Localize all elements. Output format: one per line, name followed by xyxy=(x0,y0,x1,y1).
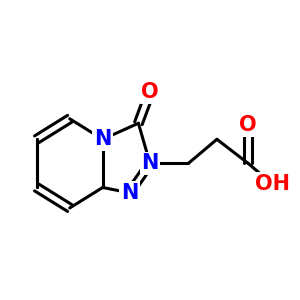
Text: O: O xyxy=(239,115,257,135)
Text: N: N xyxy=(121,183,138,203)
Text: OH: OH xyxy=(255,174,290,194)
Text: N: N xyxy=(94,129,111,149)
Text: O: O xyxy=(141,82,159,102)
Text: N: N xyxy=(141,153,159,173)
